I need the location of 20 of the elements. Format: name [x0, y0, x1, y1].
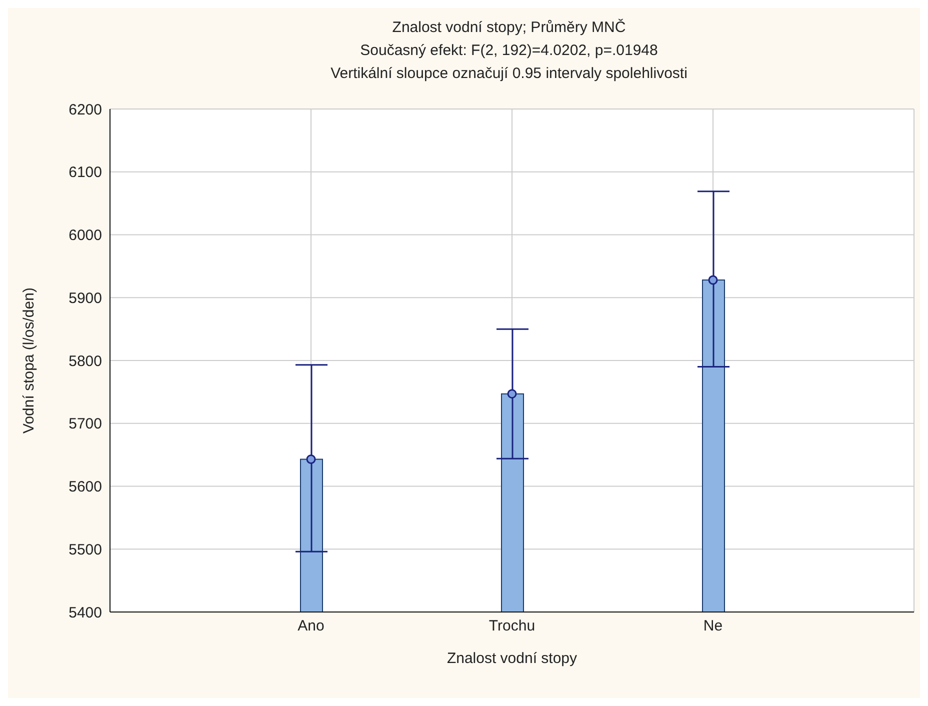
y-tick-label: 5600	[68, 478, 102, 496]
y-axis-title: Vodní stopa (l/os/den)	[20, 288, 38, 434]
y-tick-label: 6000	[68, 227, 102, 244]
point	[507, 389, 517, 399]
y-tick-label: 5700	[68, 416, 102, 433]
y-tick-label: 5900	[68, 290, 102, 307]
x-tick-label: Ano	[298, 618, 324, 635]
x-tick-label: Ne	[703, 618, 723, 635]
y-tick-label: 5800	[68, 352, 102, 370]
y-tick-label: 5400	[68, 604, 102, 622]
chart-subtitle: Současný efekt: F(2, 192)=4.0202, p=.01948	[359, 41, 659, 61]
y-tick-label: 6100	[68, 164, 102, 182]
x-axis-title: Znalost vodní stopy	[446, 650, 578, 667]
y-tick-label: 5500	[68, 541, 102, 558]
y-tick-label: 6200	[68, 101, 102, 118]
text: Vertikální sloupce označují 0.95 intervaly spolehlivosti	[330, 64, 688, 84]
chart-title: Znalost vodní stopy; Průměry MNČ	[391, 18, 627, 38]
point	[708, 275, 718, 285]
point	[306, 454, 316, 464]
x-tick-label: Trochu	[488, 618, 536, 635]
